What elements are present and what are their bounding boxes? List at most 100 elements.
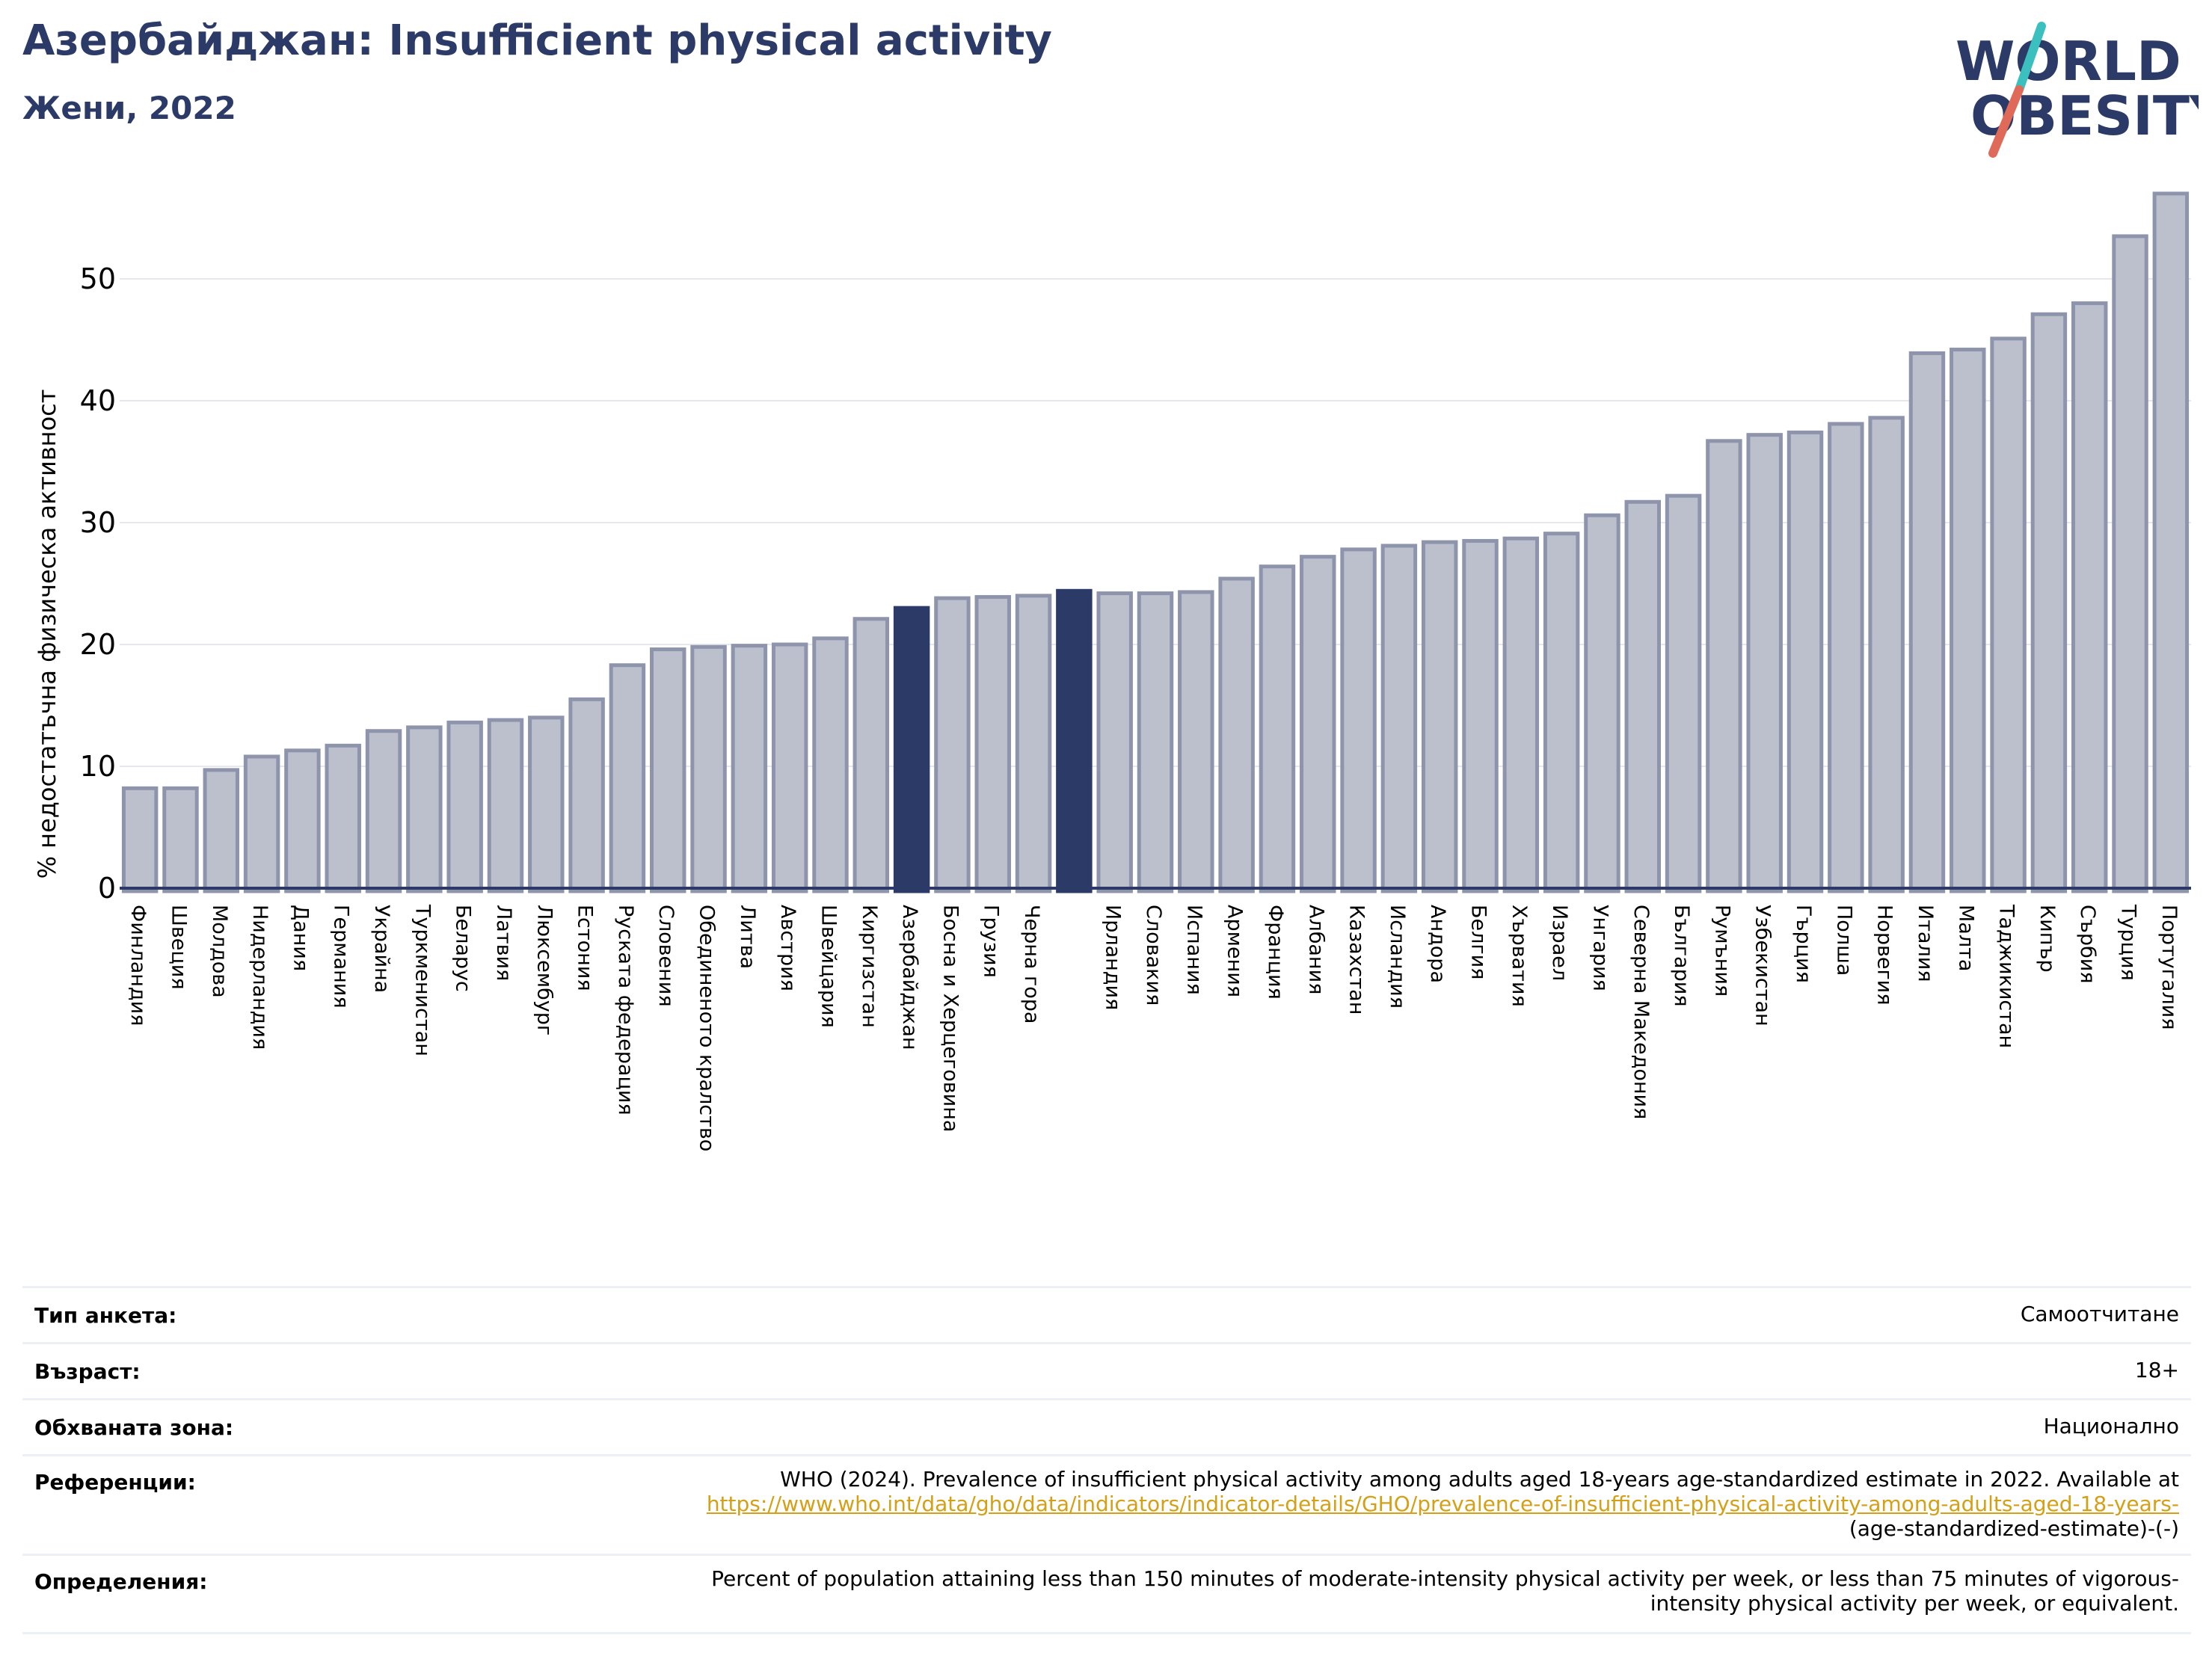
bar bbox=[446, 720, 483, 893]
bar bbox=[690, 644, 727, 893]
world-obesity-logo: WORLD OBESITY bbox=[1956, 22, 2199, 158]
x-tick-label: Армения bbox=[1223, 905, 1247, 997]
info-value-line: (age-standardized-estimate)-(-) bbox=[1849, 1516, 2179, 1541]
x-tick-label: Черна гора bbox=[1020, 905, 1043, 1024]
bar bbox=[2152, 191, 2190, 893]
x-tick-label: Кипър bbox=[2036, 905, 2059, 973]
y-tick-label: 50 bbox=[80, 262, 116, 295]
bar bbox=[650, 647, 686, 893]
x-tick-label: Естония bbox=[574, 905, 597, 991]
logo-slash-top bbox=[2015, 22, 2046, 94]
x-tick-label: Литва bbox=[736, 905, 759, 969]
bar bbox=[1746, 433, 1783, 893]
bar bbox=[771, 642, 808, 893]
info-label: Определения: bbox=[34, 1569, 208, 1594]
x-tick-label: Украйна bbox=[370, 905, 393, 993]
x-tick-label: Босна и Херцеговина bbox=[938, 905, 962, 1132]
y-tick-label: 40 bbox=[80, 384, 116, 417]
bar bbox=[2030, 312, 2068, 893]
info-row: Референции: WHO (2024). Prevalence of ins… bbox=[22, 1454, 2191, 1554]
bar-chart: 0 10 20 30 40 50 % недостатъчна физическа акти… bbox=[33, 191, 2191, 1151]
info-label: Възраст: bbox=[34, 1359, 141, 1384]
bar bbox=[852, 617, 890, 893]
x-tick-label: Израел bbox=[1548, 905, 1571, 981]
x-tick-label: Киргизстан bbox=[858, 905, 881, 1028]
bar bbox=[162, 786, 199, 893]
info-value: Самоотчитане bbox=[22, 1288, 2191, 1326]
x-tick-label: България bbox=[1670, 905, 1693, 1007]
info-value-line: Percent of population attaining less tha… bbox=[711, 1566, 2179, 1591]
bar bbox=[325, 743, 361, 893]
x-tick-label: Хърватия bbox=[1508, 905, 1531, 1007]
bar bbox=[1259, 564, 1296, 893]
info-row: Обхваната зона: Национално bbox=[22, 1398, 2191, 1454]
bar bbox=[974, 594, 1011, 893]
info-row: Възраст: 18+ bbox=[22, 1342, 2191, 1398]
bar bbox=[1908, 351, 1946, 893]
y-tick-label: 10 bbox=[80, 750, 116, 783]
x-tick-label: Гърция bbox=[1792, 905, 1815, 983]
info-label: Референции: bbox=[34, 1470, 196, 1495]
x-tick-label: Испания bbox=[1182, 905, 1205, 995]
x-tick-label: Исландия bbox=[1386, 905, 1409, 1009]
bar bbox=[1787, 430, 1824, 893]
x-tick-label: Сърбия bbox=[2076, 905, 2099, 984]
x-tick-label: Швейцария bbox=[817, 905, 840, 1028]
x-tick-label: Люксембург bbox=[532, 905, 556, 1035]
x-tick-label: Азербайджан bbox=[898, 905, 921, 1050]
chart-title: Азербайджан: Insufficient physical activ… bbox=[22, 16, 1052, 65]
bar bbox=[1950, 348, 1986, 893]
info-value-line: intensity physical activity per week, or… bbox=[1650, 1591, 2179, 1616]
x-tick-label: Австрия bbox=[776, 905, 799, 991]
bar bbox=[1868, 416, 1905, 893]
bar bbox=[243, 754, 280, 893]
bar bbox=[1584, 513, 1620, 893]
bar bbox=[1665, 493, 1702, 893]
info-value: 18+ bbox=[22, 1344, 2191, 1382]
x-tick-label: Руската федерация bbox=[614, 905, 637, 1115]
info-label: Обхваната зона: bbox=[34, 1415, 234, 1440]
x-tick-label: Малта bbox=[1954, 905, 1977, 971]
bar bbox=[1462, 538, 1499, 893]
metadata-table: Тип анкета: Самоотчитане Възраст: 18+ Обхван… bbox=[22, 1286, 2191, 1634]
x-tick-label: Грузия bbox=[980, 905, 1003, 978]
bar bbox=[1096, 591, 1133, 893]
bar bbox=[1380, 544, 1418, 893]
y-tick-label: 0 bbox=[98, 872, 116, 905]
x-tick-label: Белгия bbox=[1467, 905, 1490, 979]
x-tick-label: Албания bbox=[1304, 905, 1327, 994]
bar bbox=[609, 663, 646, 893]
bar bbox=[1300, 555, 1336, 893]
bar bbox=[1015, 594, 1052, 893]
bar bbox=[893, 606, 930, 893]
y-axis-label: % недостатъчна физическа активност bbox=[33, 390, 61, 879]
info-value-line: Национално bbox=[2043, 1414, 2179, 1438]
x-tick-label: Северна Македония bbox=[1629, 905, 1653, 1119]
bar bbox=[1137, 591, 1174, 893]
x-tick-label: Узбекистан bbox=[1751, 905, 1775, 1027]
bar bbox=[1421, 540, 1458, 893]
bar bbox=[406, 725, 443, 893]
x-tick-label: Беларус bbox=[452, 905, 475, 992]
bar bbox=[1218, 576, 1255, 893]
x-tick-label: Латвия bbox=[492, 905, 515, 981]
x-tick-label: Андора bbox=[1426, 905, 1449, 983]
bar bbox=[812, 636, 849, 893]
info-label: Тип анкета: bbox=[34, 1303, 177, 1328]
info-value: Percent of population attaining less tha… bbox=[22, 1556, 2191, 1616]
bar bbox=[568, 697, 605, 893]
x-tick-label: Румъния bbox=[1710, 905, 1733, 997]
bar bbox=[1706, 439, 1742, 893]
reference-link[interactable]: https://www.who.int/data/gho/data/indica… bbox=[706, 1492, 2179, 1516]
x-tick-label: Казахстан bbox=[1345, 905, 1368, 1015]
bar bbox=[934, 596, 971, 893]
x-tick-label: Германия bbox=[330, 905, 353, 1009]
logo-word-world: WORLD bbox=[1956, 30, 2181, 93]
bar bbox=[1502, 536, 1540, 893]
info-value-line: Самоотчитане bbox=[2020, 1302, 2179, 1326]
info-value: Национално bbox=[22, 1400, 2191, 1438]
logo-slash-bottom bbox=[1988, 85, 2024, 158]
x-tick-label: Таджикистан bbox=[1995, 904, 2018, 1048]
x-tick-label: Молдова bbox=[208, 905, 231, 998]
bar bbox=[2112, 234, 2148, 893]
